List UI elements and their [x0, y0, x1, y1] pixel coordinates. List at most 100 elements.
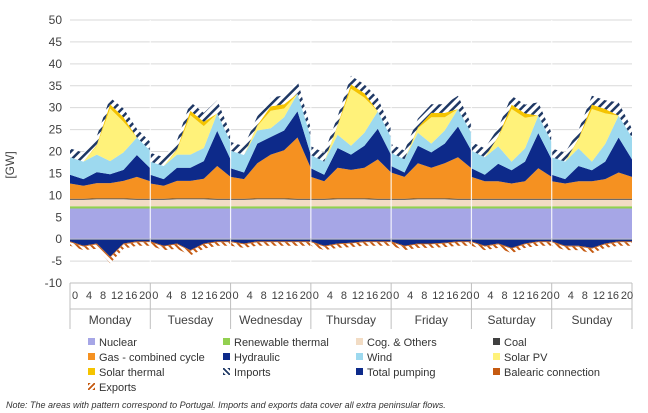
x-hour-tick-label: 12	[191, 290, 203, 302]
y-tick-label: 50	[49, 13, 63, 27]
legend-item: Exports	[88, 381, 136, 395]
legend-swatch	[493, 353, 500, 360]
legend-label: Hydraulic	[234, 352, 280, 364]
area-solar-thermal	[310, 84, 392, 162]
area-hydraulic	[471, 133, 552, 184]
legend-label: Solar PV	[504, 352, 548, 364]
area-wind	[391, 109, 472, 173]
legend-item: Hydraulic	[223, 351, 280, 365]
x-hour-tick-label: 4	[487, 290, 493, 302]
area-balearic-connection	[471, 241, 552, 249]
legend-swatch	[88, 353, 95, 360]
x-hour-tick-label: 16	[527, 290, 539, 302]
legend-swatch	[223, 338, 230, 345]
area-exports	[551, 242, 632, 254]
footnote: Note: The areas with pattern correspond …	[6, 400, 446, 410]
area-exports	[391, 242, 472, 251]
x-day-label: Tuesday	[168, 313, 214, 327]
x-hour-tick-label: 12	[512, 290, 524, 302]
area-hydraulic	[150, 130, 231, 186]
x-hour-tick-label: 0	[72, 290, 78, 302]
area-renewable-thermal	[471, 206, 552, 209]
area-hydraulic	[391, 126, 472, 177]
area-imports	[230, 80, 311, 155]
stacked-areas	[70, 75, 632, 264]
y-tick-label: 25	[49, 123, 63, 137]
x-day-label: Monday	[89, 313, 132, 327]
legend-swatch	[356, 338, 363, 345]
x-hour-tick-label: 8	[501, 290, 507, 302]
area-wind	[150, 113, 231, 180]
legend-swatch	[88, 383, 95, 390]
legend-item: Solar PV	[493, 351, 547, 365]
x-hour-tick-label: 8	[261, 290, 267, 302]
y-tick-label: 30	[49, 101, 63, 115]
legend-item: Total pumping	[356, 366, 436, 380]
legend-swatch	[356, 353, 363, 360]
area-hydraulic	[70, 155, 151, 186]
area-coal	[471, 198, 552, 200]
area-cog-others	[471, 199, 552, 207]
x-day-label: Friday	[415, 313, 448, 327]
y-tick-label: -10	[45, 276, 63, 290]
x-hour-tick-label: 4	[407, 290, 413, 302]
area-imports	[150, 100, 231, 166]
legend-item: Coal	[493, 336, 527, 350]
legend-label: Cog. & Others	[367, 337, 437, 349]
area-solar-pv	[150, 113, 231, 166]
area-nuclear	[230, 208, 311, 240]
area-nuclear	[70, 208, 151, 240]
area-hydraulic	[551, 137, 632, 184]
x-hour-tick-label: 4	[327, 290, 333, 302]
x-hour-tick-label: 8	[100, 290, 106, 302]
area-solar-pv	[230, 93, 311, 155]
area-coal	[310, 198, 392, 200]
area-exports	[310, 242, 392, 251]
area-solar-pv	[391, 109, 472, 160]
y-tick-label: 45	[49, 35, 63, 49]
legend-swatch	[493, 368, 500, 375]
x-hour-tick-label: 16	[205, 290, 217, 302]
area-cog-others	[551, 199, 632, 207]
x-hour-tick-label: 8	[421, 290, 427, 302]
x-hour-tick-label: 16	[366, 290, 378, 302]
area-exports	[230, 242, 311, 248]
legend-label: Renewable thermal	[234, 337, 329, 349]
area-gas-combined-cycle	[310, 159, 392, 199]
x-hour-tick-label: 8	[341, 290, 347, 302]
x-hour-tick-label: 0	[313, 290, 319, 302]
y-tick-label: 10	[49, 188, 63, 202]
x-hour-tick-label: 8	[180, 290, 186, 302]
area-balearic-connection	[551, 241, 632, 249]
area-imports	[551, 95, 632, 162]
area-balearic-connection	[391, 241, 472, 247]
y-tick-label: 15	[49, 166, 63, 180]
legend-item: Imports	[223, 366, 271, 380]
area-exports	[70, 242, 151, 264]
x-hour-tick-label: 12	[593, 290, 605, 302]
area-imports	[391, 95, 472, 160]
area-balearic-connection	[70, 241, 151, 258]
x-hour-tick-label: 20	[541, 290, 553, 302]
x-hour-tick-label: 4	[247, 290, 253, 302]
area-gas-combined-cycle	[471, 168, 552, 199]
area-cog-others	[310, 199, 392, 207]
area-solar-pv	[310, 88, 392, 162]
legend-item: Renewable thermal	[223, 336, 329, 350]
area-gas-combined-cycle	[391, 157, 472, 199]
x-day-label: Thursday	[326, 313, 376, 327]
legend-label: Balearic connection	[504, 367, 601, 379]
x-hour-tick-label: 20	[621, 290, 633, 302]
area-coal	[150, 198, 231, 200]
x-hour-tick-label: 0	[554, 290, 560, 302]
area-renewable-thermal	[70, 206, 151, 209]
y-tick-label: -5	[51, 254, 62, 268]
legend-item: Balearic connection	[493, 366, 600, 380]
legend-swatch	[223, 368, 230, 375]
area-total-pumping	[70, 239, 151, 257]
legend-swatch	[493, 338, 500, 345]
area-cog-others	[391, 199, 472, 207]
area-nuclear	[310, 208, 392, 240]
